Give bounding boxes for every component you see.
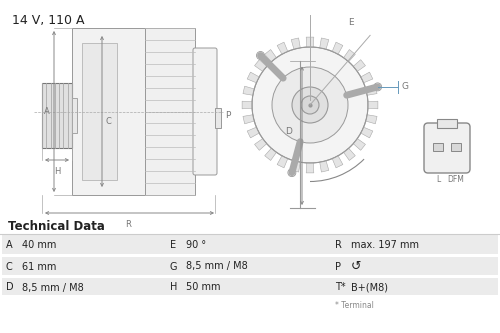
Polygon shape [247, 127, 259, 138]
Polygon shape [361, 127, 373, 138]
Polygon shape [291, 161, 300, 172]
Polygon shape [242, 101, 252, 109]
Text: G: G [402, 82, 408, 91]
Polygon shape [264, 50, 276, 62]
Text: R: R [335, 240, 342, 250]
Text: D: D [285, 127, 292, 136]
Circle shape [252, 47, 368, 163]
Polygon shape [320, 38, 329, 49]
Bar [215, 108, 221, 128]
Polygon shape [320, 161, 329, 172]
Bar [145, 28, 195, 195]
Text: A: A [44, 107, 50, 116]
Text: 50 mm: 50 mm [186, 282, 220, 292]
Polygon shape [368, 101, 378, 109]
Text: max. 197 mm: max. 197 mm [351, 240, 419, 250]
Bar [72, 28, 145, 195]
Text: Technical Data: Technical Data [8, 220, 105, 233]
Text: 14 V, 110 A: 14 V, 110 A [12, 14, 85, 27]
Text: B+(M8): B+(M8) [351, 282, 388, 292]
Bar [2, 235, 498, 254]
Polygon shape [291, 38, 300, 49]
Polygon shape [254, 139, 267, 150]
Polygon shape [247, 72, 259, 83]
Text: L: L [436, 175, 440, 184]
Text: R: R [126, 220, 132, 229]
Polygon shape [332, 156, 343, 168]
Polygon shape [366, 86, 377, 95]
Bar [72, 98, 77, 133]
Circle shape [288, 168, 296, 176]
Polygon shape [277, 156, 288, 168]
FancyBboxPatch shape [424, 123, 470, 173]
Bar [2, 256, 498, 275]
Bar [2, 277, 498, 296]
Polygon shape [344, 148, 355, 161]
Text: * Terminal: * Terminal [335, 301, 374, 310]
Bar [437, 119, 457, 128]
Polygon shape [306, 37, 314, 47]
Text: 8,5 mm / M8: 8,5 mm / M8 [22, 282, 84, 292]
Polygon shape [353, 139, 366, 150]
Text: 8,5 mm / M8: 8,5 mm / M8 [186, 261, 248, 271]
Polygon shape [361, 72, 373, 83]
Text: H: H [54, 167, 60, 176]
Text: C: C [6, 261, 13, 271]
Text: H: H [170, 282, 177, 292]
Polygon shape [366, 115, 377, 124]
Polygon shape [332, 42, 343, 54]
Text: DFM: DFM [448, 175, 464, 184]
Text: 90 °: 90 ° [186, 240, 206, 250]
Polygon shape [243, 86, 254, 95]
Text: D: D [6, 282, 14, 292]
Bar [451, 143, 461, 151]
Bar [433, 143, 443, 151]
Text: P: P [224, 111, 230, 120]
Circle shape [301, 96, 319, 114]
Text: E: E [348, 18, 354, 27]
Text: C: C [106, 117, 112, 126]
Text: P: P [335, 261, 341, 271]
Text: G: G [170, 261, 177, 271]
Text: A: A [6, 240, 12, 250]
Polygon shape [243, 115, 254, 124]
Text: T*: T* [335, 282, 345, 292]
Polygon shape [277, 42, 288, 54]
Circle shape [374, 83, 382, 91]
Text: 61 mm: 61 mm [22, 261, 56, 271]
Polygon shape [254, 60, 267, 72]
Circle shape [292, 87, 328, 123]
FancyBboxPatch shape [193, 48, 217, 175]
Polygon shape [353, 60, 366, 72]
Polygon shape [306, 163, 314, 173]
Text: E: E [170, 240, 176, 250]
Bar [82, 43, 117, 180]
Polygon shape [344, 50, 355, 62]
Circle shape [272, 67, 348, 143]
Text: ↺: ↺ [351, 260, 362, 273]
Circle shape [256, 52, 264, 60]
Polygon shape [264, 148, 276, 161]
Text: 40 mm: 40 mm [22, 240, 56, 250]
Bar [42, 83, 72, 148]
